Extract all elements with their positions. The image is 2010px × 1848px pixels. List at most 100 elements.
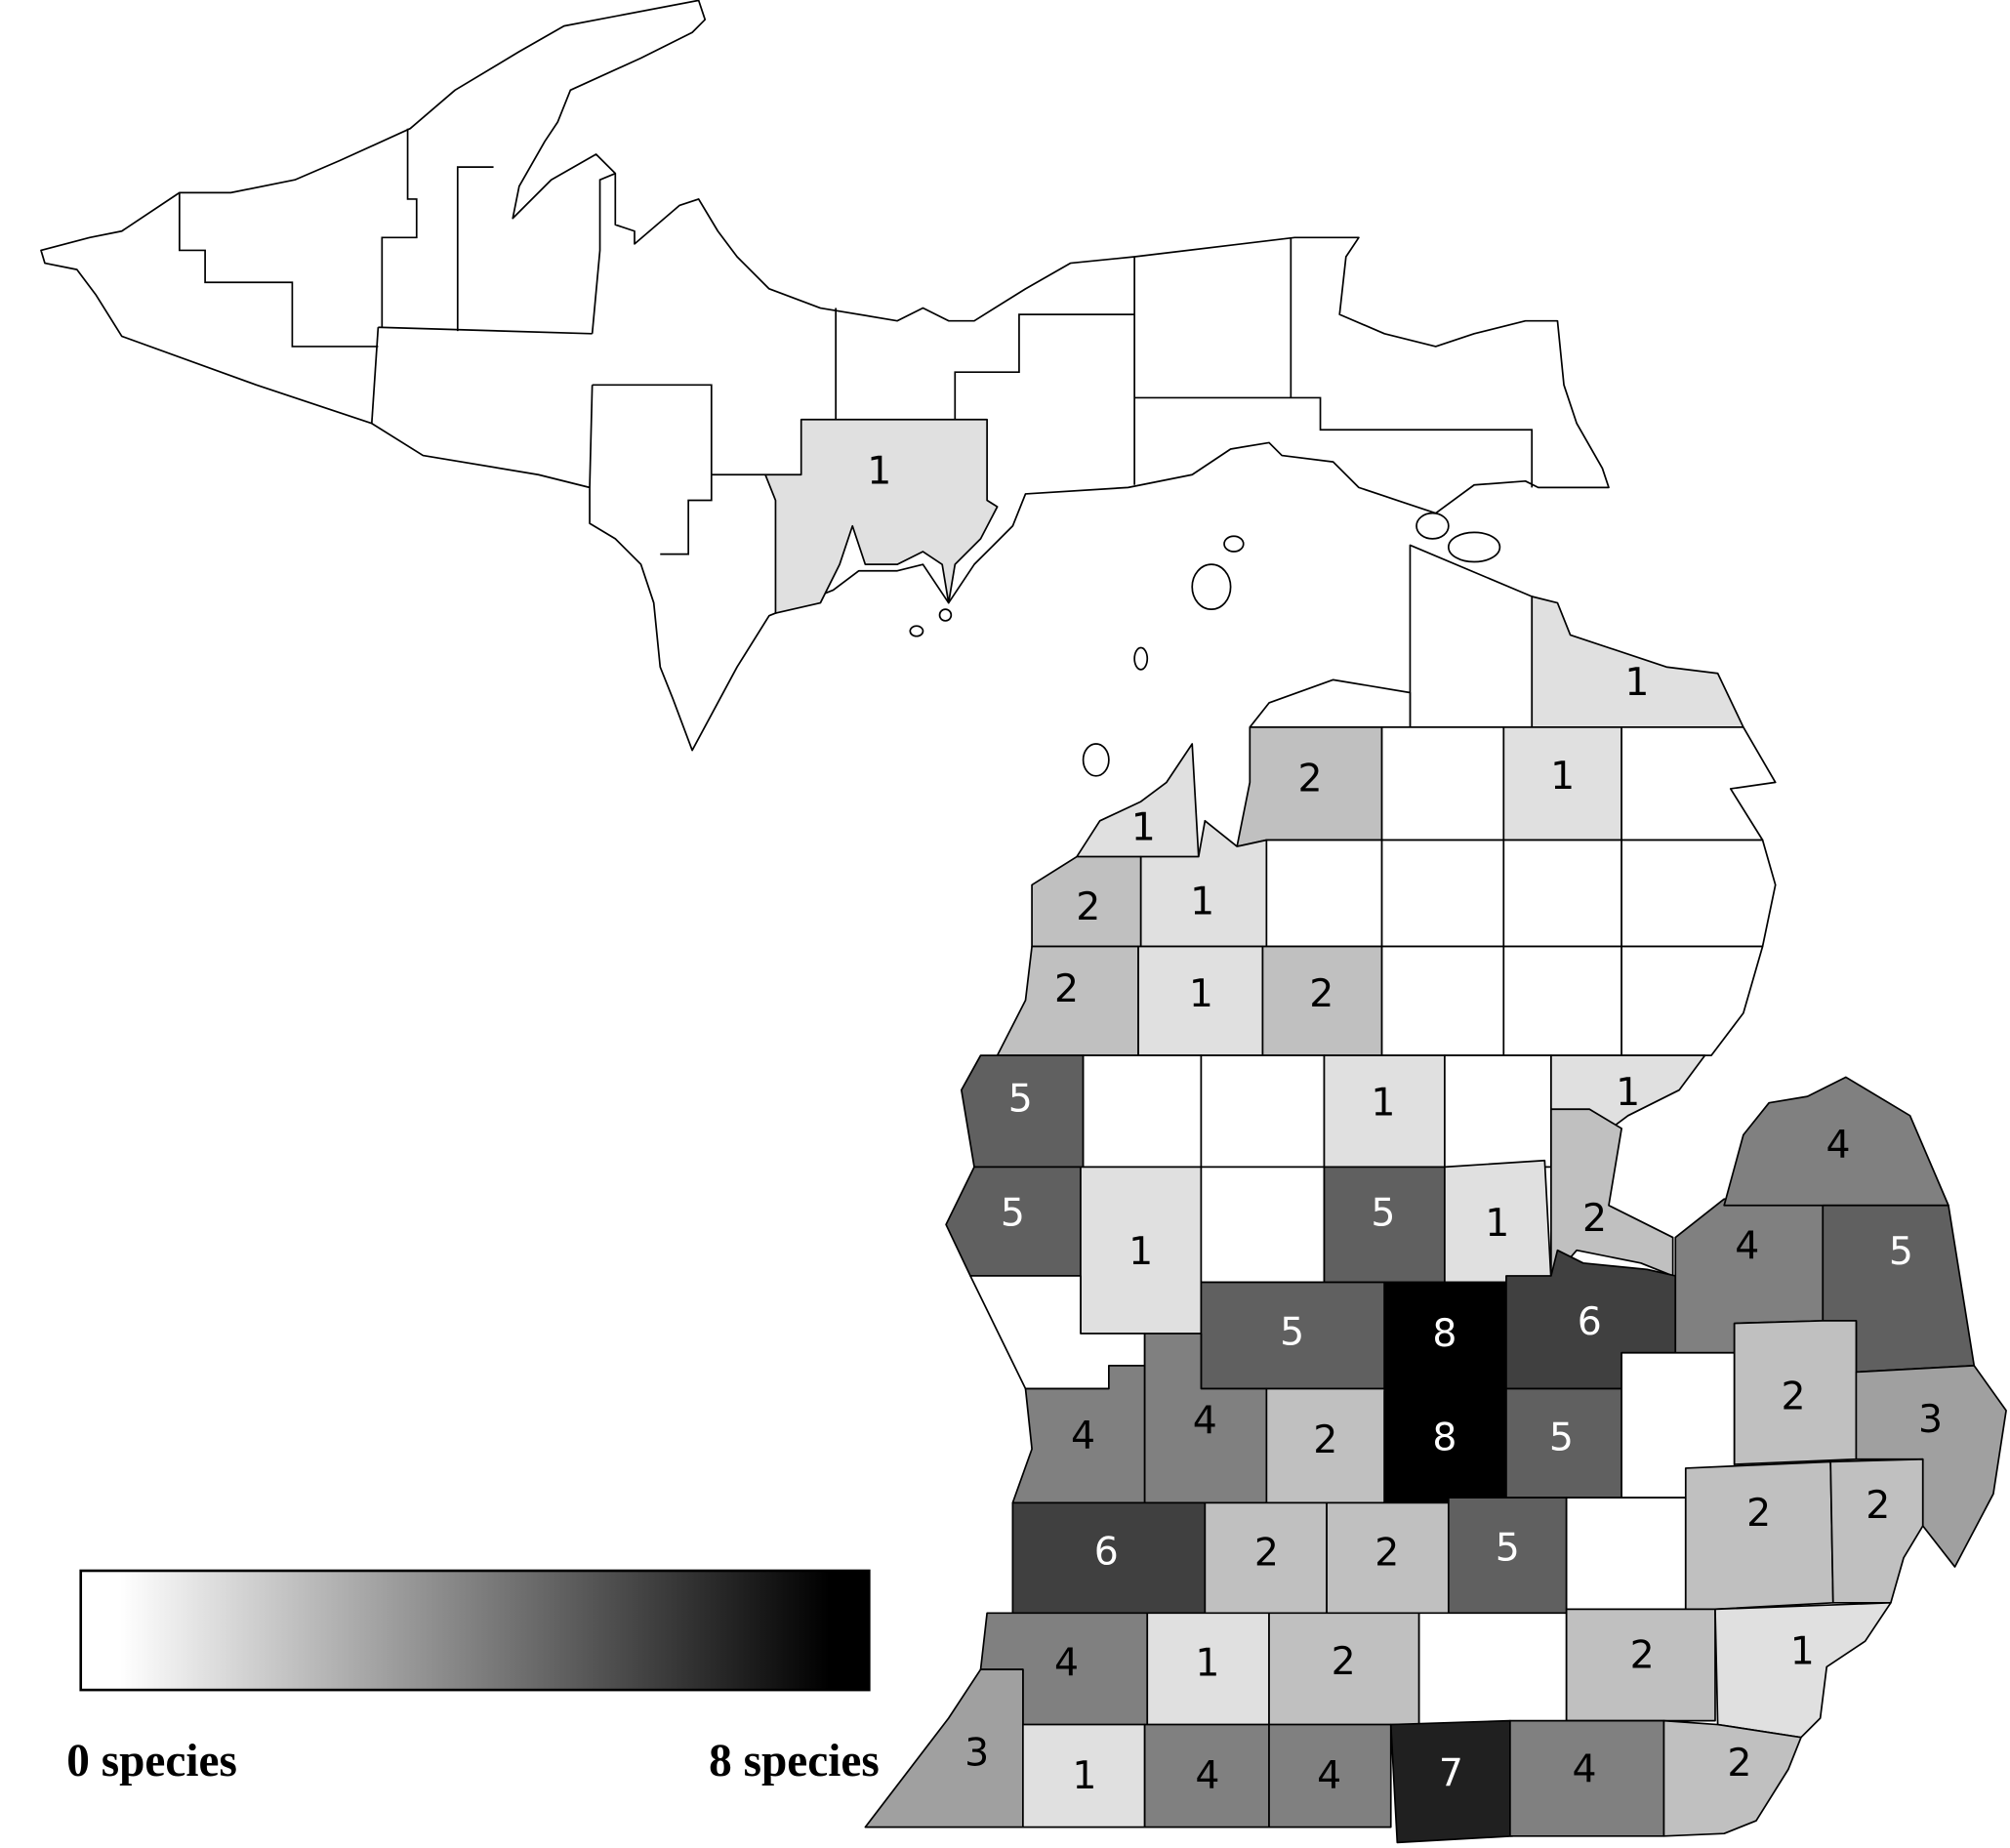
county-species-count: 1 — [1195, 1641, 1219, 1686]
county-species-count: 1 — [1190, 880, 1214, 924]
county-species-count: 5 — [1496, 1525, 1520, 1570]
county — [1620, 945, 1764, 1056]
county-species-count: 1 — [1616, 1070, 1640, 1115]
county-species-count: 1 — [1371, 1081, 1395, 1126]
county-species-count: 8 — [1432, 1311, 1456, 1356]
county — [1268, 1723, 1392, 1828]
county-species-count: 1 — [1550, 754, 1575, 799]
county-species-count: 1 — [1624, 660, 1649, 705]
county — [1200, 1054, 1326, 1170]
county — [1723, 1076, 1949, 1207]
upper-peninsula-outline — [40, 0, 1610, 752]
county-boundary — [589, 385, 594, 488]
island — [1447, 531, 1501, 563]
county — [1082, 1054, 1203, 1170]
island — [1191, 563, 1232, 610]
county — [1565, 1497, 1687, 1611]
island — [1133, 646, 1149, 671]
county-species-count: 6 — [1094, 1529, 1119, 1574]
county-species-count: 2 — [1332, 1639, 1356, 1684]
county-species-count: 6 — [1578, 1299, 1602, 1344]
county-species-count: 4 — [1071, 1414, 1095, 1458]
county — [1550, 1108, 1674, 1281]
county — [1502, 839, 1622, 948]
county-species-count: 4 — [1573, 1747, 1597, 1792]
county-species-count: 3 — [964, 1730, 989, 1775]
upper-peninsula — [40, 0, 1610, 777]
county — [1380, 839, 1505, 948]
county — [1409, 544, 1534, 728]
county-boundary — [592, 384, 713, 555]
county-boundary — [381, 128, 418, 328]
legend-min-label: 0 species — [66, 1736, 237, 1786]
county-species-count: 2 — [1297, 756, 1322, 801]
county — [1380, 726, 1505, 842]
county — [1380, 945, 1505, 1056]
county-species-count: 2 — [1866, 1483, 1890, 1528]
island — [1415, 512, 1450, 540]
county-boundary — [456, 166, 494, 332]
county — [1444, 1054, 1552, 1169]
county-species-count: 1 — [867, 448, 891, 493]
county-species-count: 1 — [1790, 1629, 1815, 1674]
legend: 0 species 8 species — [66, 1569, 880, 1786]
county-species-count: 1 — [1189, 971, 1213, 1016]
county-species-count: 5 — [1001, 1191, 1025, 1236]
county-species-count: 2 — [1630, 1633, 1655, 1678]
island — [938, 608, 953, 622]
legend-max-label: 8 species — [709, 1736, 880, 1786]
county-species-count: 3 — [1918, 1397, 1943, 1442]
county-species-count: 5 — [1008, 1077, 1033, 1122]
county-species-count: 8 — [1432, 1415, 1456, 1459]
county — [1565, 1608, 1716, 1722]
legend-gradient-bar — [79, 1569, 871, 1692]
county-species-count: 2 — [1782, 1374, 1806, 1418]
county-species-count: 4 — [1195, 1753, 1219, 1798]
county-boundary — [1134, 396, 1534, 488]
county-boundary — [954, 257, 1135, 420]
county-species-count: 1 — [1131, 804, 1156, 849]
county-species-count: 1 — [1072, 1753, 1096, 1798]
county-species-count: 1 — [1485, 1201, 1509, 1246]
county — [764, 418, 999, 614]
county-species-count: 2 — [1313, 1417, 1337, 1462]
county-species-count: 5 — [1280, 1310, 1304, 1355]
county-species-count: 1 — [1128, 1229, 1153, 1274]
county — [864, 1668, 1024, 1828]
county-species-count: 4 — [1735, 1224, 1759, 1269]
county-boundary — [178, 192, 379, 348]
county-boundary — [591, 172, 616, 334]
county-species-count: 2 — [1054, 966, 1079, 1011]
county — [1265, 839, 1383, 948]
county — [1417, 1612, 1568, 1726]
island — [909, 625, 924, 637]
island — [1223, 535, 1245, 553]
county-species-count: 2 — [1076, 884, 1100, 929]
county-boundary — [370, 327, 380, 424]
county-species-count: 2 — [1254, 1531, 1279, 1576]
county-species-count: 4 — [1317, 1753, 1341, 1798]
county-species-count: 5 — [1371, 1191, 1395, 1236]
county-species-count: 4 — [1826, 1123, 1851, 1168]
county-species-count: 5 — [1889, 1229, 1913, 1274]
county — [1684, 1460, 1834, 1611]
county — [1531, 595, 1744, 728]
county — [1662, 1719, 1802, 1837]
county-boundary — [378, 326, 593, 335]
island — [1082, 743, 1110, 777]
county-species-count: 2 — [1746, 1491, 1771, 1536]
county-species-count: 2 — [1727, 1741, 1751, 1786]
county-species-count: 4 — [1054, 1641, 1079, 1686]
county — [1502, 945, 1622, 1056]
county-species-count: 2 — [1582, 1196, 1607, 1241]
county — [1620, 839, 1777, 948]
county-species-count: 4 — [1193, 1398, 1217, 1443]
county-species-count: 2 — [1309, 971, 1333, 1016]
county — [1249, 678, 1412, 728]
county — [1200, 1166, 1326, 1284]
county-species-count: 5 — [1549, 1415, 1574, 1459]
counties-layer — [764, 418, 2007, 1844]
